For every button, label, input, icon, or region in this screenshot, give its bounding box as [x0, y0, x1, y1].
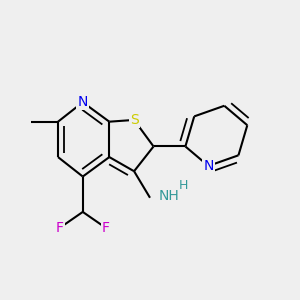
Text: N: N	[78, 95, 88, 109]
Text: NH: NH	[159, 189, 180, 203]
Text: H: H	[178, 179, 188, 192]
Text: N: N	[203, 159, 214, 173]
Text: S: S	[130, 113, 139, 127]
Text: F: F	[102, 221, 110, 235]
Text: F: F	[56, 221, 64, 235]
